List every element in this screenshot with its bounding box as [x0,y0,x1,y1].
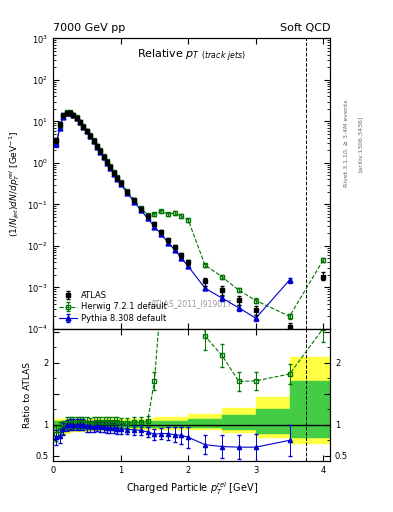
Text: Rivet 3.1.10, ≥ 3.4M events: Rivet 3.1.10, ≥ 3.4M events [344,99,349,187]
Y-axis label: $(1/N_{jet})dN/dp_T^{rel}$ [GeV$^{-1}$]: $(1/N_{jet})dN/dp_T^{rel}$ [GeV$^{-1}$] [7,131,22,237]
Text: [arXiv:1306.3436]: [arXiv:1306.3436] [358,115,363,172]
Text: Soft QCD: Soft QCD [280,23,330,33]
Text: 7000 GeV pp: 7000 GeV pp [53,23,125,33]
Legend: ATLAS, Herwig 7.2.1 default, Pythia 8.308 default: ATLAS, Herwig 7.2.1 default, Pythia 8.30… [57,289,168,325]
Text: Relative $p_T$ $_{(track\ jets)}$: Relative $p_T$ $_{(track\ jets)}$ [137,47,246,63]
X-axis label: Charged Particle $p_T^{rel}$ [GeV]: Charged Particle $p_T^{rel}$ [GeV] [125,480,258,497]
Y-axis label: Ratio to ATLAS: Ratio to ATLAS [23,362,32,428]
Text: ATLAS_2011_I919017: ATLAS_2011_I919017 [151,300,233,308]
